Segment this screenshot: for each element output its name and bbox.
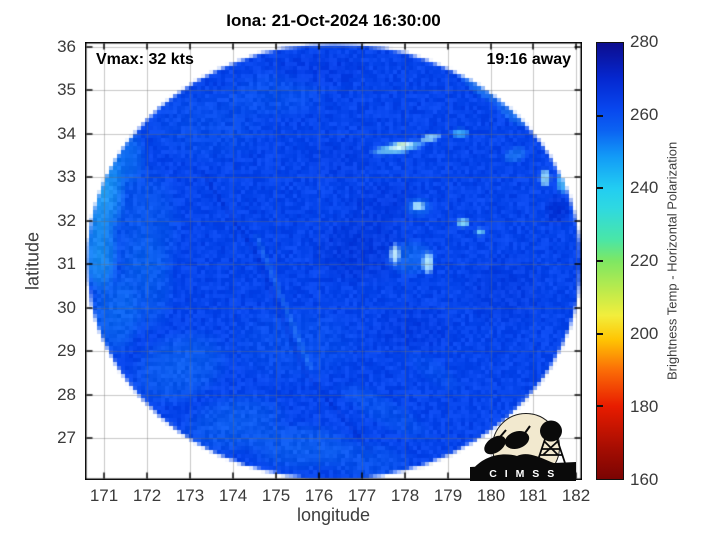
x-tick-label: 181 [518, 486, 548, 505]
x-tick-label: 179 [433, 486, 463, 505]
y-tick-label: 28 [57, 385, 76, 404]
colorbar-tick-mark [597, 405, 603, 408]
y-tick-label: 36 [57, 37, 76, 56]
colorbar-tick-mark [597, 187, 603, 190]
satellite-swath-heatmap [85, 42, 582, 480]
cimss-logo-text: C I M S S [489, 468, 556, 480]
x-axis-label: longitude [296, 505, 371, 525]
colorbar [596, 42, 624, 480]
x-tick-label: 172 [132, 486, 162, 505]
colorbar-tick-label: 220 [630, 251, 659, 270]
x-tick-label: 171 [89, 486, 119, 505]
colorbar-tick-label: 260 [630, 105, 659, 124]
colorbar-tick-mark [597, 332, 603, 335]
y-tick-label: 29 [57, 341, 76, 360]
y-tick-label: 30 [57, 298, 76, 317]
colorbar-tick-label: 280 [630, 32, 659, 51]
water-tower-ball-icon [540, 420, 562, 442]
colorbar-tick-label: 160 [630, 470, 659, 489]
x-tick-label: 174 [218, 486, 248, 505]
x-tick-label: 175 [261, 486, 291, 505]
satellite-dish-icon [484, 435, 506, 455]
x-tick-label: 176 [304, 486, 334, 505]
y-tick-label: 34 [57, 124, 76, 143]
water-tower-lattice-icon [536, 438, 566, 464]
y-tick-label: 33 [57, 167, 76, 186]
countdown-annotation: 19:16 away [486, 51, 571, 68]
plot-title: Iona: 21-Oct-2024 16:30:00 [226, 11, 441, 30]
y-tick-label: 27 [57, 428, 76, 447]
y-tick-label: 35 [57, 80, 76, 99]
dish-feed-icon [524, 425, 531, 434]
x-tick-label: 173 [175, 486, 205, 505]
satellite-dish-icon [504, 431, 530, 449]
vmax-annotation: Vmax: 32 kts [96, 51, 194, 68]
colorbar-tick-mark [597, 260, 603, 262]
colorbar-tick-mark [597, 114, 603, 117]
x-tick-label: 182 [561, 486, 591, 505]
logo-banner [470, 462, 576, 481]
x-tick-label: 177 [347, 486, 377, 505]
x-tick-label: 180 [476, 486, 506, 505]
x-tick-label: 178 [390, 486, 420, 505]
colorbar-tick-label: 200 [630, 324, 659, 343]
y-tick-label: 31 [57, 254, 76, 273]
colorbar-tick-label: 180 [630, 397, 659, 416]
cimss-logo: C I M S S [470, 413, 576, 481]
colorbar-tick-label: 240 [630, 178, 659, 197]
colorbar-label: Brightness Temp - Horizontal Polarizatio… [664, 141, 680, 381]
y-tick-label: 32 [57, 211, 76, 230]
dish-feed-icon [499, 429, 507, 438]
